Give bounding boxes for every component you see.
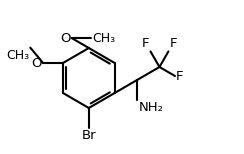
Text: F: F bbox=[169, 37, 177, 50]
Text: NH₂: NH₂ bbox=[139, 101, 164, 114]
Text: CH₃: CH₃ bbox=[92, 32, 116, 45]
Text: CH₃: CH₃ bbox=[6, 49, 29, 62]
Text: F: F bbox=[176, 69, 183, 83]
Text: F: F bbox=[142, 37, 150, 50]
Text: O: O bbox=[60, 32, 71, 45]
Text: Br: Br bbox=[81, 129, 96, 142]
Text: O: O bbox=[32, 57, 42, 69]
